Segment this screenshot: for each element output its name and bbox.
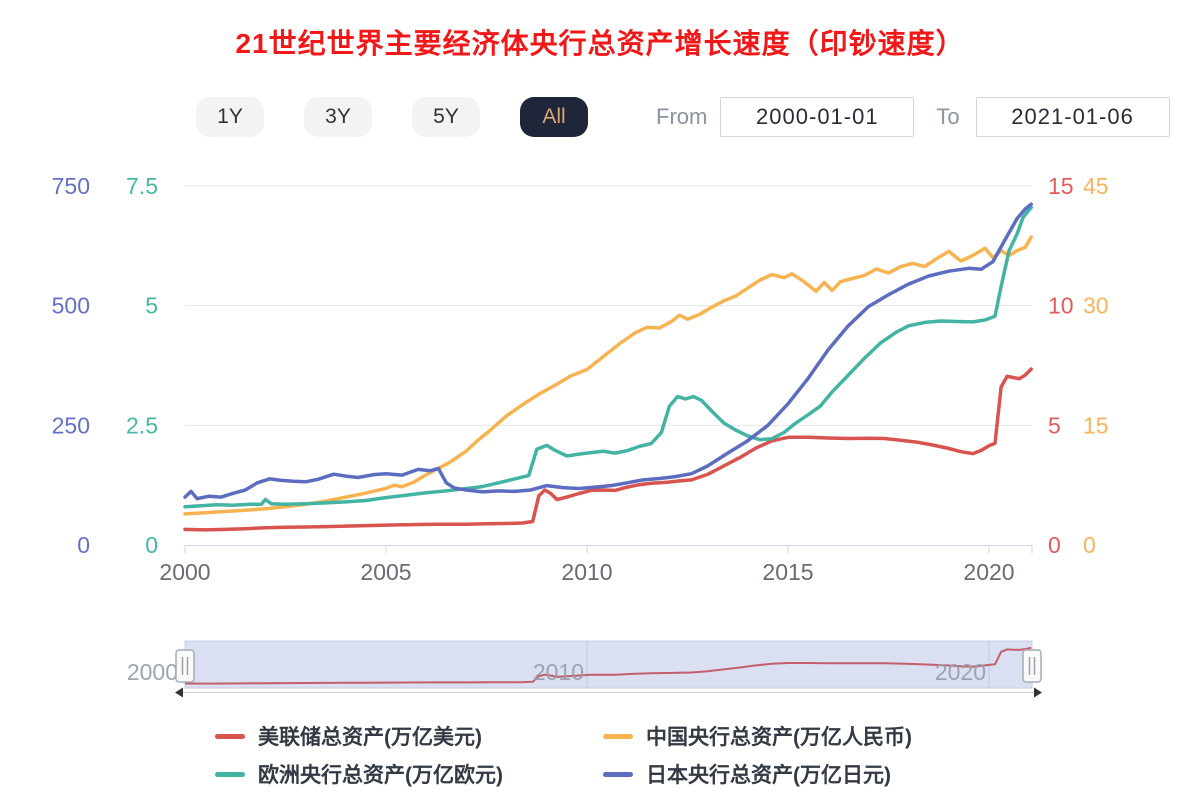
y-tick-label-boj: 500: [52, 293, 90, 319]
datazoom-handle-right[interactable]: [1022, 649, 1042, 683]
series-line-ecb[interactable]: [183, 205, 1033, 509]
navigator-selected-range[interactable]: [184, 640, 1033, 689]
range-selector: 1Y 3Y 5Y All From To: [196, 97, 1170, 137]
legend-label-fed: 美联储总资产(万亿美元): [258, 726, 482, 749]
y-tick-label-fed: 0: [1048, 532, 1061, 558]
y-tick-label-boj: 0: [77, 532, 90, 558]
x-tick-label: 2015: [762, 559, 813, 585]
legend-label-pboc: 中国央行总资产(万亿人民币): [646, 726, 912, 749]
from-label: From: [656, 104, 708, 129]
range-button-all[interactable]: All: [520, 97, 588, 137]
pboc-line-marker-icon: [603, 733, 633, 739]
scroll-right-arrow-icon[interactable]: [1034, 687, 1042, 698]
legend-item-fed[interactable]: 美联储总资产(万亿美元): [215, 720, 603, 752]
y-tick-label-fed: 10: [1048, 293, 1074, 319]
y-tick-label-ecb: 2.5: [126, 412, 158, 438]
legend-item-pboc[interactable]: 中国央行总资产(万亿人民币): [603, 720, 912, 752]
navigator-year-label: 2020: [935, 659, 986, 685]
legend-item-boj[interactable]: 日本央行总资产(万亿日元): [603, 758, 912, 790]
series-line-boj[interactable]: [183, 202, 1033, 501]
y-tick-label-ecb: 0: [145, 532, 158, 558]
series-line-pboc[interactable]: [183, 235, 1033, 516]
series-line-fed[interactable]: [183, 367, 1033, 532]
x-tick-label: 2020: [963, 559, 1014, 585]
navigator-series-line: [184, 646, 1032, 685]
range-button-1y[interactable]: 1Y: [196, 97, 264, 137]
range-button-3y[interactable]: 3Y: [304, 97, 372, 137]
y-tick-label-pboc: 15: [1083, 412, 1109, 438]
fed-line-marker-icon: [215, 733, 245, 739]
legend-label-ecb: 欧洲央行总资产(万亿欧元): [258, 764, 503, 787]
boj-line-marker-icon: [603, 771, 633, 777]
range-button-5y[interactable]: 5Y: [412, 97, 480, 137]
datazoom-handle-left-grip[interactable]: [175, 649, 195, 683]
navigator-year-label: 2010: [533, 659, 584, 685]
y-tick-label-pboc: 45: [1083, 173, 1109, 199]
y-tick-label-boj: 250: [52, 412, 90, 438]
y-tick-label-ecb: 5: [145, 293, 158, 319]
to-label: To: [936, 104, 960, 129]
from-date-input[interactable]: [720, 97, 915, 137]
scroll-left-arrow-icon[interactable]: [175, 687, 183, 698]
x-tick-label: 2000: [159, 559, 210, 585]
y-tick-label-ecb: 7.5: [126, 173, 158, 199]
navigator-year-label: 2000: [127, 659, 178, 685]
x-tick-label: 2010: [561, 559, 612, 585]
ecb-line-marker-icon: [215, 771, 245, 777]
x-tick-label: 2005: [360, 559, 411, 585]
legend-label-boj: 日本央行总资产(万亿日元): [646, 764, 891, 787]
y-tick-label-pboc: 30: [1083, 293, 1109, 319]
datazoom-handle-right-grip[interactable]: [1022, 649, 1042, 683]
y-tick-label-fed: 15: [1048, 173, 1074, 199]
page-title: 21世纪世界主要经济体央行总资产增长速度（印钞速度）: [235, 28, 965, 59]
legend-item-ecb[interactable]: 欧洲央行总资产(万亿欧元): [215, 758, 603, 790]
y-tick-label-pboc: 0: [1083, 532, 1096, 558]
chart-legend: 美联储总资产(万亿美元) 中国央行总资产(万亿人民币) 欧洲央行总资产(万亿欧元…: [215, 720, 912, 790]
y-tick-label-fed: 5: [1048, 412, 1061, 438]
datazoom-handle-left[interactable]: [175, 649, 195, 683]
to-date-input[interactable]: [975, 97, 1170, 137]
y-tick-label-boj: 750: [52, 173, 90, 199]
